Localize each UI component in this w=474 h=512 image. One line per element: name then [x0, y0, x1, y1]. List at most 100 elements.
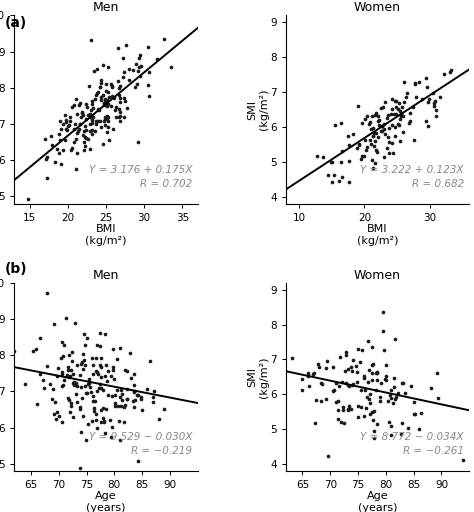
Point [51, 397, 59, 406]
Point [400, 78, 408, 86]
Point [105, 136, 113, 144]
Point [392, 110, 400, 118]
Point [378, 379, 385, 388]
Point [117, 98, 124, 106]
Point [364, 378, 372, 387]
Point [132, 60, 140, 69]
Point [130, 370, 137, 378]
Point [313, 152, 320, 160]
Point [64, 394, 72, 402]
Point [370, 129, 378, 137]
Point [73, 398, 81, 406]
Point [95, 383, 103, 392]
Point [96, 329, 104, 337]
Point [100, 418, 107, 426]
Point [410, 410, 418, 418]
Point [64, 121, 71, 130]
Point [68, 348, 75, 356]
Point [81, 341, 88, 349]
Point [81, 127, 88, 135]
Point [366, 410, 374, 418]
Point [367, 125, 374, 133]
Point [100, 99, 108, 108]
Point [136, 72, 144, 80]
Point [391, 132, 399, 140]
Point [416, 78, 423, 87]
Point [86, 120, 93, 128]
Point [97, 79, 104, 88]
Point [86, 378, 93, 387]
Point [371, 427, 378, 435]
Point [146, 356, 154, 365]
Point [104, 367, 111, 375]
Point [66, 117, 74, 125]
Point [127, 349, 134, 357]
Point [121, 97, 129, 105]
Point [116, 84, 123, 92]
Point [84, 420, 92, 429]
Point [323, 357, 331, 365]
Point [368, 408, 375, 416]
Point [123, 395, 131, 403]
Point [360, 412, 367, 420]
Point [392, 103, 400, 111]
Point [90, 404, 98, 412]
Point [131, 83, 138, 91]
Point [392, 123, 399, 131]
Point [369, 132, 376, 140]
Point [61, 341, 68, 349]
Point [368, 112, 375, 120]
Point [43, 174, 51, 182]
Point [64, 371, 71, 379]
Point [96, 117, 104, 125]
Point [112, 103, 119, 111]
Point [65, 373, 73, 381]
Point [53, 408, 61, 416]
Point [54, 372, 61, 380]
Point [25, 195, 32, 203]
Point [131, 388, 138, 396]
Text: Y = 8.772 − 0.034X
R = −0.261: Y = 8.772 − 0.034X R = −0.261 [360, 432, 464, 456]
Point [388, 121, 396, 129]
Point [374, 112, 382, 120]
Point [73, 95, 80, 103]
Point [381, 98, 389, 106]
Point [337, 158, 345, 166]
Point [335, 177, 343, 185]
Point [63, 116, 70, 124]
Point [425, 95, 433, 103]
Point [382, 372, 390, 380]
Text: Y = 3.222 + 0.123X
R = 0.682: Y = 3.222 + 0.123X R = 0.682 [360, 164, 464, 188]
Point [376, 393, 383, 401]
Point [101, 113, 109, 121]
Point [400, 378, 407, 387]
Point [66, 372, 73, 380]
Point [150, 387, 158, 395]
Point [419, 95, 426, 103]
Point [380, 153, 388, 161]
Point [167, 62, 175, 71]
Point [67, 146, 75, 155]
Point [93, 368, 100, 376]
Point [76, 402, 84, 411]
Point [59, 145, 66, 154]
Point [82, 389, 90, 397]
Point [330, 170, 337, 179]
Point [430, 99, 438, 108]
Point [331, 386, 338, 394]
Point [49, 385, 56, 393]
Point [342, 348, 350, 356]
Point [384, 397, 392, 406]
Point [356, 358, 364, 366]
Point [339, 403, 346, 411]
Point [364, 112, 371, 120]
Point [81, 361, 89, 369]
Point [117, 386, 125, 394]
Point [411, 78, 419, 87]
Point [111, 398, 118, 407]
Point [108, 392, 116, 400]
Point [337, 353, 344, 361]
Point [111, 402, 118, 410]
Point [82, 125, 90, 134]
Point [130, 381, 137, 389]
